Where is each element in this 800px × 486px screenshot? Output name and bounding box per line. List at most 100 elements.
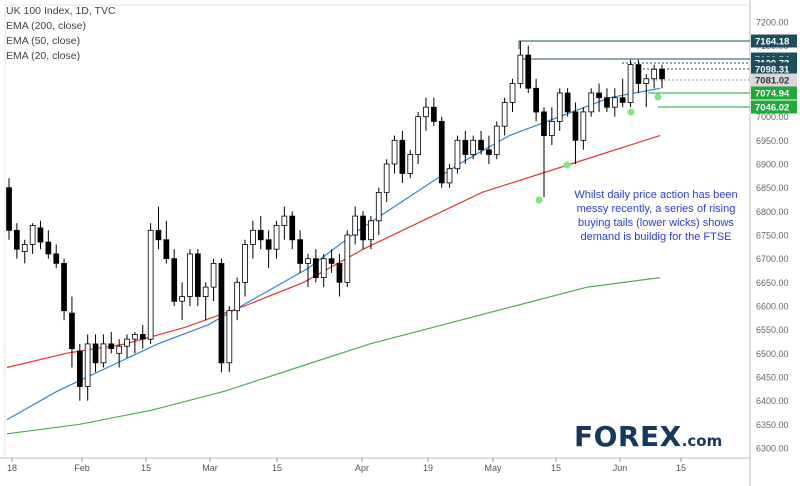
candle-body bbox=[226, 310, 233, 364]
candle-body bbox=[77, 350, 83, 387]
candle-body bbox=[210, 262, 217, 288]
candle-body bbox=[171, 258, 178, 302]
candle-body bbox=[328, 258, 335, 264]
x-tick-label: 15 bbox=[141, 463, 151, 473]
annotation-text: Whilst daily price action has been messy… bbox=[574, 189, 738, 243]
candle-body bbox=[139, 333, 146, 340]
legend-ema200: EMA (200, close) bbox=[6, 20, 86, 32]
y-tick-label: 6950.00 bbox=[756, 136, 789, 146]
candle-body bbox=[147, 229, 154, 340]
candle-body bbox=[541, 111, 547, 137]
candle-body bbox=[556, 92, 563, 122]
candle-body bbox=[470, 139, 477, 155]
price-label-text: 7046.02 bbox=[755, 103, 789, 114]
candle-body bbox=[29, 225, 36, 245]
candle-body bbox=[242, 244, 248, 283]
price-label-box bbox=[751, 34, 797, 48]
x-tick-label: 19 bbox=[423, 463, 433, 473]
candle-body bbox=[13, 229, 20, 250]
candle-body bbox=[438, 121, 445, 184]
candle-body bbox=[580, 111, 587, 141]
candle-body bbox=[108, 343, 115, 349]
candle-body bbox=[627, 64, 634, 103]
candle-body bbox=[478, 139, 484, 151]
candle-body bbox=[525, 54, 532, 89]
candle-body bbox=[336, 262, 343, 283]
x-tick-label: Apr bbox=[355, 463, 369, 473]
candle-body bbox=[305, 258, 311, 264]
ema50-line bbox=[6, 135, 661, 369]
candle-body bbox=[501, 102, 508, 127]
price-label-box bbox=[751, 86, 797, 100]
candle-body bbox=[493, 125, 500, 155]
candle-body bbox=[415, 116, 422, 155]
ema20-line bbox=[6, 87, 661, 421]
price-label-text: 7081.02 bbox=[755, 76, 789, 87]
candle-body bbox=[273, 225, 280, 250]
candle-body bbox=[462, 139, 469, 155]
price-label-box bbox=[751, 73, 797, 87]
logo-main: FOREX bbox=[574, 420, 682, 453]
x-tick-label: Mar bbox=[202, 463, 218, 473]
y-tick-label: 6800.00 bbox=[756, 207, 789, 217]
candle-body bbox=[391, 139, 398, 165]
candle-body bbox=[84, 343, 91, 387]
y-tick-label: 7200.00 bbox=[756, 18, 789, 28]
candle-body bbox=[486, 149, 492, 155]
y-tick-label: 6850.00 bbox=[756, 183, 789, 193]
y-tick-label: 6600.00 bbox=[756, 302, 789, 312]
candle-body bbox=[187, 253, 193, 297]
candle-body bbox=[659, 68, 665, 80]
candle-body bbox=[352, 215, 359, 236]
candle-body bbox=[549, 121, 555, 137]
legend-ema20: EMA (20, close) bbox=[6, 50, 81, 62]
candle-body bbox=[423, 106, 429, 118]
x-tick-label: 15 bbox=[676, 463, 686, 473]
candle-body bbox=[6, 187, 12, 231]
chart-legend: UK 100 Index, 1D, TVC EMA (200, close) E… bbox=[6, 4, 116, 64]
candle-body bbox=[454, 139, 461, 170]
y-tick-label: 6350.00 bbox=[756, 420, 789, 430]
candle-body bbox=[21, 244, 28, 252]
legend-title: UK 100 Index, 1D, TVC bbox=[6, 5, 116, 17]
candle-body bbox=[163, 239, 170, 259]
candle-body bbox=[100, 343, 107, 364]
x-tick-label: May bbox=[484, 463, 502, 473]
candle-body bbox=[509, 83, 516, 103]
price-label-text: 7164.18 bbox=[755, 37, 789, 48]
candle-body bbox=[218, 262, 225, 364]
candle-body bbox=[643, 78, 650, 84]
candle-body bbox=[297, 239, 304, 264]
candle-body bbox=[265, 239, 272, 250]
y-tick-label: 6700.00 bbox=[756, 254, 789, 264]
candle-body bbox=[194, 253, 201, 297]
price-label-text: 7074.94 bbox=[755, 89, 790, 100]
candle-body bbox=[53, 253, 60, 264]
candle-body bbox=[92, 343, 99, 364]
candle-body bbox=[619, 97, 626, 103]
candle-body bbox=[572, 111, 579, 141]
candle-body bbox=[651, 68, 658, 80]
candle-body bbox=[344, 234, 351, 283]
candle-body bbox=[533, 87, 540, 113]
candle-body bbox=[588, 92, 595, 113]
y-tick-label: 6450.00 bbox=[756, 373, 789, 383]
candle-body bbox=[517, 54, 524, 84]
y-tick-label: 6400.00 bbox=[756, 396, 789, 406]
candle-body bbox=[45, 241, 52, 255]
candle-body bbox=[257, 229, 264, 241]
x-tick-label: 18 bbox=[7, 463, 17, 473]
y-tick-label: 6650.00 bbox=[756, 278, 789, 288]
candle-body bbox=[202, 286, 209, 298]
candle-body bbox=[430, 106, 437, 122]
x-tick-label: Jun bbox=[613, 463, 628, 473]
price-label-text: 7098.31 bbox=[755, 65, 790, 76]
plot-area bbox=[4, 4, 751, 459]
candle-body bbox=[399, 139, 406, 174]
candle-body bbox=[289, 215, 296, 241]
candle-body bbox=[281, 215, 288, 227]
candle-body bbox=[61, 262, 67, 312]
y-tick-label: 6900.00 bbox=[756, 160, 789, 170]
